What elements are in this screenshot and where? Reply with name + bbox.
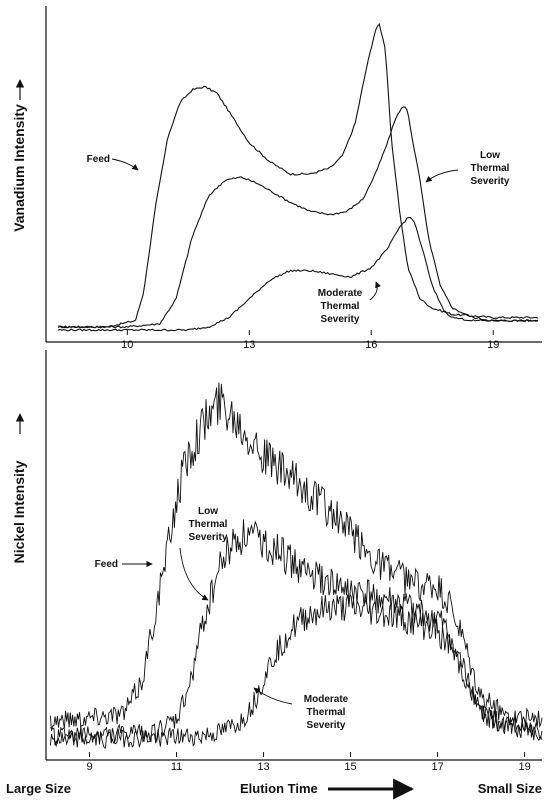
vanadium-ticks: 10 13 16 19 xyxy=(121,330,499,351)
nickel-moderate-leader xyxy=(253,687,293,705)
nickel-low-leader xyxy=(179,547,209,601)
vanadium-moderate-label-line3: Severity xyxy=(321,314,360,325)
vanadium-x-tick-label: 10 xyxy=(121,339,133,351)
nickel-x-tick-label: 19 xyxy=(518,761,530,773)
nickel-series-group xyxy=(49,382,543,749)
nickel-low-label-line1: Low xyxy=(198,506,218,517)
nickel-moderate-label-line3: Severity xyxy=(307,720,346,731)
nickel-x-tick-label: 15 xyxy=(344,761,356,773)
vanadium-low-label-line2: Thermal xyxy=(471,163,510,174)
vanadium-x-tick-label: 19 xyxy=(487,339,499,351)
nickel-x-tick-label: 13 xyxy=(257,761,269,773)
vanadium-feed-leader xyxy=(111,158,139,171)
vanadium-low-label-line1: Low xyxy=(480,150,500,161)
nickel-ticks: 9 11 13 15 17 19 xyxy=(86,752,531,773)
nickel-panel: Nickel Intensity 9 11 13 15 17 19 Feed Low Th… xyxy=(11,350,543,773)
nickel-moderate-label-line1: Moderate xyxy=(304,694,349,705)
bottom-label-large-size: Large Size xyxy=(6,781,71,796)
nickel-moderate-label-line2: Thermal xyxy=(307,707,346,718)
vanadium-moderate-leader xyxy=(369,281,382,301)
vanadium-moderate-label-line1: Moderate xyxy=(318,288,363,299)
bottom-label-elution-time: Elution Time xyxy=(240,781,318,796)
vanadium-series-group xyxy=(57,23,539,332)
nickel-feed-label: Feed xyxy=(95,559,118,570)
bottom-label-small-size: Small Size xyxy=(478,781,542,796)
vanadium-x-tick-label: 13 xyxy=(243,339,255,351)
vanadium-moderate-label-line2: Thermal xyxy=(321,301,360,312)
nickel-x-tick-label: 17 xyxy=(431,761,443,773)
nickel-y-axis-title: Nickel Intensity xyxy=(11,460,27,563)
nickel-series-line-3 xyxy=(49,593,543,749)
vanadium-y-axis-title: Vanadium Intensity xyxy=(11,104,27,232)
nickel-low-label-line2: Thermal xyxy=(189,519,228,530)
vanadium-low-leader xyxy=(425,169,459,183)
nickel-series-line-1 xyxy=(49,382,543,731)
vanadium-series-line-3 xyxy=(57,217,539,332)
nickel-x-tick-label: 11 xyxy=(171,761,182,773)
vanadium-x-tick-label: 16 xyxy=(365,339,377,351)
vanadium-series-line-1 xyxy=(58,23,539,329)
vanadium-series-line-2 xyxy=(57,106,539,329)
nickel-low-label-line3: Severity xyxy=(189,532,228,543)
nickel-x-tick-label: 9 xyxy=(86,761,92,773)
vanadium-feed-label: Feed xyxy=(87,154,110,165)
nickel-series-line-2 xyxy=(50,519,543,746)
vanadium-annotations: Feed Low Thermal Severity Moderate Therm… xyxy=(87,150,510,325)
nickel-annotations: Feed Low Thermal Severity Moderate Therm… xyxy=(95,506,349,731)
vanadium-panel: Vanadium Intensity 10 13 16 19 Feed Low The… xyxy=(11,6,542,351)
vanadium-low-label-line3: Severity xyxy=(471,176,510,187)
